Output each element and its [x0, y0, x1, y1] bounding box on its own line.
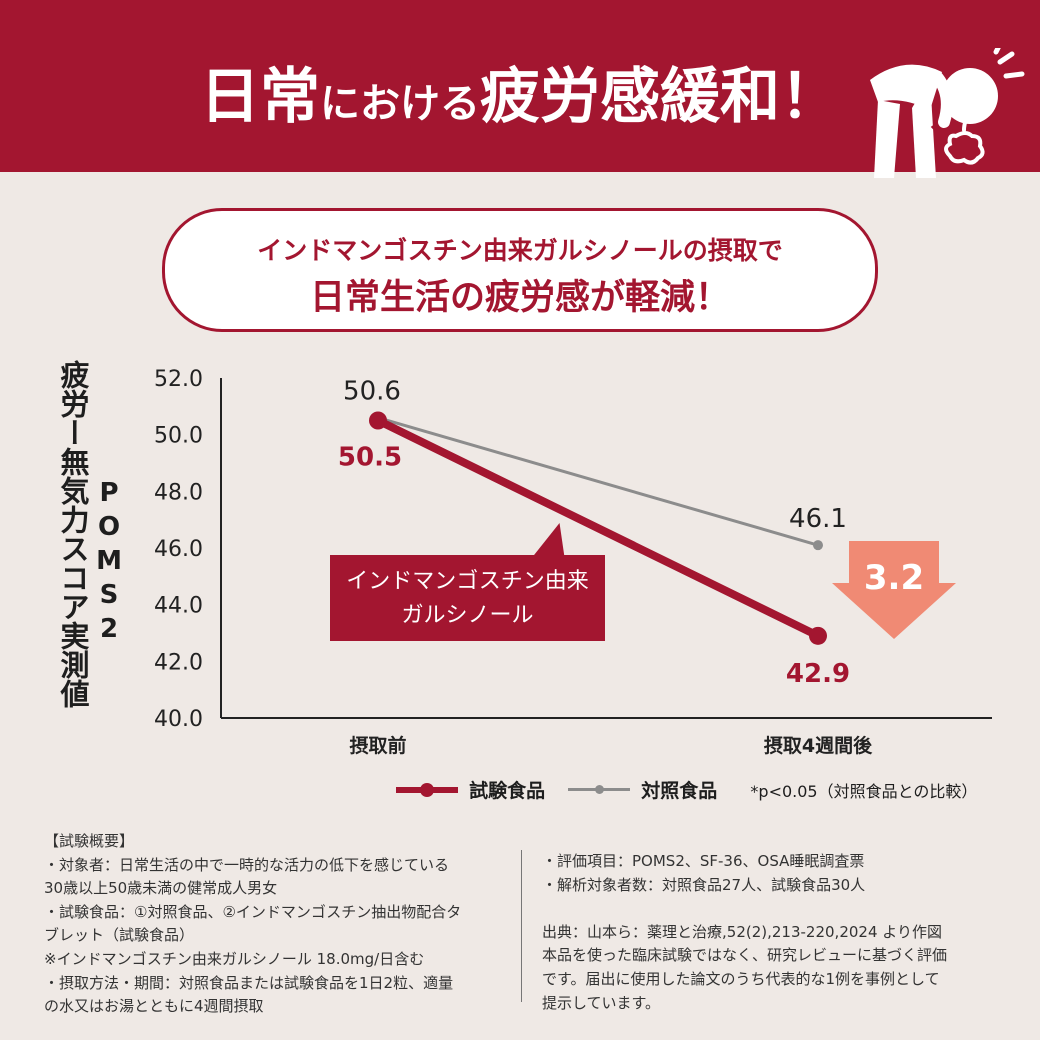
summary-divider: [521, 850, 522, 1002]
y-axis-subtitle: POMS2: [94, 478, 124, 648]
y-tick-label: 48.0: [154, 480, 203, 505]
series-layer: 50.6 46.1 50.5 42.9: [338, 377, 850, 689]
legend: 試験食品 対照食品 *p<0.05（対照食品との比較）: [396, 776, 977, 806]
data-label-control: 50.6: [343, 377, 401, 407]
summary-line: 本品を使った臨床試験ではなく、研究レビューに基づく評価: [542, 946, 948, 965]
legend-label-test: 試験食品: [469, 780, 546, 802]
headline-line-2: 日常生活の疲労感が軽減！: [309, 278, 730, 318]
title-part-1: 日常: [200, 62, 320, 132]
legend-swatch-test: [396, 782, 458, 797]
headline-line-1: インドマンゴスチン由来ガルシノールの摂取で: [257, 236, 783, 265]
y-axis-title: 疲労ー無気力スコア実測値: [56, 360, 90, 708]
down-arrow-icon: [832, 541, 956, 639]
tired-person-icon: [870, 48, 1025, 178]
summary-line: ・解析対象者数：対照食品27人、試験食品30人: [542, 875, 866, 894]
data-point-control: [813, 540, 823, 551]
y-tick-label: 42.0: [154, 650, 203, 675]
series-line-test: [374, 416, 822, 640]
data-label-test: 42.9: [786, 659, 850, 689]
series-callout: インドマンゴスチン由来 ガルシノール: [330, 555, 605, 641]
summary-line: [542, 897, 1012, 921]
summary-line: ブレット（試験食品）: [44, 926, 195, 945]
y-tick-labels: 52.0 50.0 48.0 46.0 44.0 42.0 40.0: [154, 367, 203, 732]
x-tick-labels: 摂取前 摂取4週間後: [349, 734, 873, 757]
summary-line: ・対象者：日常生活の中で一時的な活力の低下を感じている: [44, 855, 450, 874]
y-tick-label: 46.0: [154, 537, 203, 562]
callout-line-1: インドマンゴスチン由来: [346, 569, 589, 594]
title-part-3: 疲労感緩和！: [480, 62, 840, 132]
y-tick-label: 44.0: [154, 594, 203, 619]
header-banner: 日常における疲労感緩和！: [0, 0, 1040, 178]
headline-box: インドマンゴスチン由来ガルシノールの摂取で 日常生活の疲労感が軽減！: [162, 208, 878, 332]
summary-line: 出典：山本ら：薬理と治療,52(2),213-220,2024 より作図: [542, 922, 942, 941]
summary-line: ・摂取方法・期間：対照食品または試験食品を1日2粒、適量: [44, 973, 454, 992]
summary-line: 提示しています。: [542, 993, 661, 1012]
data-label-test: 50.5: [338, 443, 402, 473]
data-label-control: 46.1: [789, 504, 847, 534]
series-line-control: [377, 416, 819, 547]
summary-line: ・評価項目：POMS2、SF-36、OSA睡眠調査票: [542, 852, 865, 870]
y-tick-label: 52.0: [154, 367, 203, 392]
summary-line: ・試験食品：①対照食品、②インドマンゴスチン抽出物配合タ: [44, 902, 462, 921]
study-summary-left: 【試験概要】 ・対象者：日常生活の中で一時的な活力の低下を感じている 30歳以上…: [44, 830, 506, 1019]
x-tick-label: 摂取前: [349, 734, 406, 757]
legend-item-test: 試験食品: [396, 776, 545, 803]
summary-line: 【試験概要】: [44, 832, 135, 850]
study-summary-right: ・評価項目：POMS2、SF-36、OSA睡眠調査票 ・解析対象者数：対照食品2…: [542, 850, 1012, 1015]
legend-item-control: 対照食品: [568, 776, 717, 803]
title-part-2: における: [320, 81, 480, 127]
page-title: 日常における疲労感緩和！: [0, 48, 1040, 135]
y-tick-label: 50.0: [154, 424, 203, 449]
data-point-test: [369, 411, 387, 430]
difference-value: 3.2: [863, 558, 925, 598]
significance-note: *p<0.05（対照食品との比較）: [750, 781, 978, 801]
summary-line: ※インドマンゴスチン由来ガルシノール 18.0mg/日含む: [44, 949, 425, 968]
summary-line: 30歳以上50歳未満の健常成人男女: [44, 879, 278, 898]
callout-line-2: ガルシノール: [401, 603, 534, 628]
summary-line: です。届出に使用した論文のうち代表的な1例を事例として: [542, 969, 940, 988]
legend-swatch-control: [568, 783, 631, 797]
x-tick-label: 摂取4週間後: [764, 734, 873, 757]
data-point-test: [809, 626, 827, 645]
summary-line: の水又はお湯とともに4週間摂取: [44, 997, 264, 1016]
y-tick-label: 40.0: [154, 707, 203, 732]
legend-label-control: 対照食品: [641, 780, 718, 802]
